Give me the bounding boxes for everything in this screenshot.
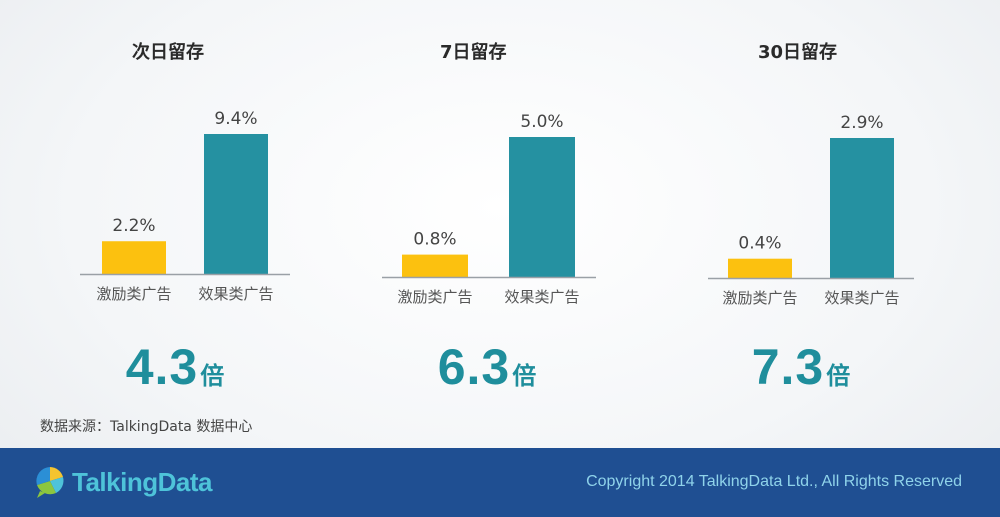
bar-performance — [830, 138, 894, 278]
category-label: 激励类广告 — [722, 289, 797, 307]
ratio-unit: 倍 — [826, 363, 851, 390]
ratio-unit: 倍 — [200, 363, 225, 390]
talkingdata-pie-bubble-icon — [36, 467, 64, 498]
chart-title: 次日留存 — [132, 42, 204, 63]
category-label: 效果类广告 — [824, 289, 899, 307]
data-source-note: 数据来源：TalkingData 数据中心 — [40, 419, 253, 435]
category-label: 激励类广告 — [397, 288, 472, 306]
bar-value-label: 5.0% — [520, 112, 563, 132]
bar-performance — [204, 134, 268, 274]
bar-chart-svg: 0.8% 激励类广告 5.0% 效果类广告 — [382, 112, 596, 306]
bar-incentive — [102, 241, 166, 274]
bar-value-label: 0.8% — [413, 230, 456, 250]
bar-incentive — [402, 254, 468, 277]
copyright-text: Copyright 2014 TalkingData Ltd., All Rig… — [586, 473, 962, 490]
bar-value-label: 2.2% — [112, 216, 155, 236]
chart-day7-retention: 7日留存 0.8% 激励类广告 5.0% 效果类广告 6.3倍 — [382, 0, 596, 400]
ratio-text: 4.3倍 — [70, 338, 280, 396]
bar-chart-svg: 2.2% 激励类广告 9.4% 效果类广告 — [80, 109, 290, 303]
ratio-text: 7.3倍 — [698, 338, 904, 396]
chart-title: 7日留存 — [440, 42, 507, 63]
logo-text: TalkingData — [72, 466, 212, 497]
ratio-value: 4.3 — [125, 339, 199, 395]
bar-value-label: 9.4% — [214, 109, 257, 129]
chart-day1-retention: 次日留存 2.2% 激励类广告 9.4% 效果类广告 4.3倍 — [80, 0, 290, 400]
ratio-unit: 倍 — [512, 363, 537, 390]
category-label: 效果类广告 — [198, 285, 273, 303]
category-label: 效果类广告 — [504, 288, 579, 306]
ratio-text: 6.3倍 — [380, 338, 594, 396]
bar-performance — [509, 137, 575, 277]
chart-day30-retention: 30日留存 0.4% 激励类广告 2.9% 效果类广告 7.3倍 — [708, 0, 914, 400]
category-label: 激励类广告 — [96, 285, 171, 303]
bar-incentive — [728, 258, 792, 278]
chart-title: 30日留存 — [758, 42, 838, 63]
talkingdata-logo: TalkingData — [34, 462, 212, 502]
footer-bar: TalkingData Copyright 2014 TalkingData L… — [0, 448, 1000, 517]
ratio-value: 7.3 — [751, 339, 825, 395]
bar-value-label: 2.9% — [840, 113, 883, 133]
bar-value-label: 0.4% — [738, 234, 781, 254]
bar-chart-svg: 0.4% 激励类广告 2.9% 效果类广告 — [708, 113, 914, 307]
ratio-value: 6.3 — [437, 339, 511, 395]
